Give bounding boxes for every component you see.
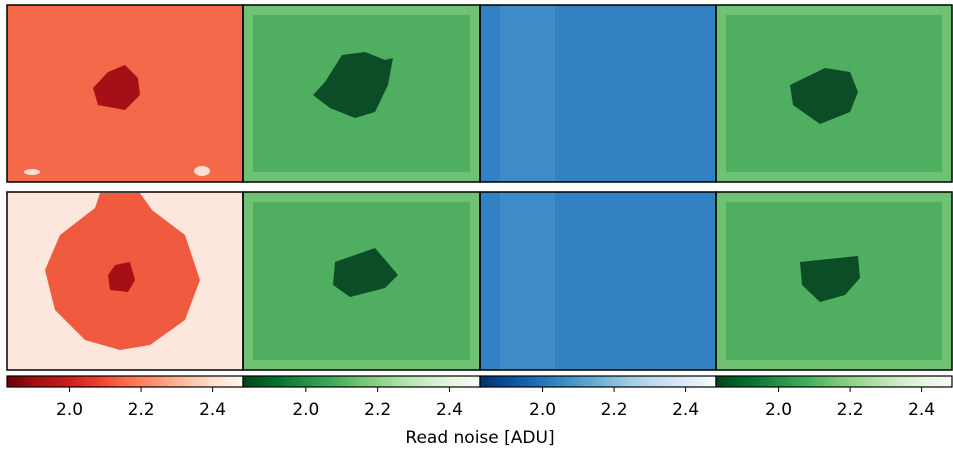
region bbox=[500, 5, 555, 182]
x-tick-label: 2.2 bbox=[601, 400, 628, 420]
colorbar bbox=[243, 376, 480, 387]
region bbox=[194, 166, 210, 176]
colorbar-label: Read noise [ADU] bbox=[405, 428, 554, 448]
x-tick-label: 2.2 bbox=[128, 400, 155, 420]
x-tick-label: 2.2 bbox=[364, 400, 391, 420]
region bbox=[500, 192, 555, 370]
colorbar bbox=[716, 376, 952, 387]
panels bbox=[7, 5, 952, 370]
x-tick-label: 2.4 bbox=[199, 400, 226, 420]
x-tick-label: 2.0 bbox=[56, 400, 83, 420]
colorbar bbox=[7, 376, 243, 387]
x-tick-label: 2.0 bbox=[765, 400, 792, 420]
x-tick-label: 2.0 bbox=[292, 400, 319, 420]
x-tick-label: 2.4 bbox=[436, 400, 463, 420]
x-tick-label: 2.0 bbox=[529, 400, 556, 420]
page: Read noise [ADU] 2.0 2.2 2.4 2.0 2.2 2.4 2.0 2.… bbox=[0, 0, 953, 450]
x-tick-label: 2.4 bbox=[908, 400, 935, 420]
figure: Read noise [ADU] 2.0 2.2 2.4 2.0 2.2 2.4 2.0 2.… bbox=[0, 0, 953, 450]
region bbox=[24, 169, 40, 175]
x-tick-label: 2.4 bbox=[672, 400, 699, 420]
x-tick-label: 2.2 bbox=[837, 400, 864, 420]
colorbar bbox=[480, 376, 716, 387]
